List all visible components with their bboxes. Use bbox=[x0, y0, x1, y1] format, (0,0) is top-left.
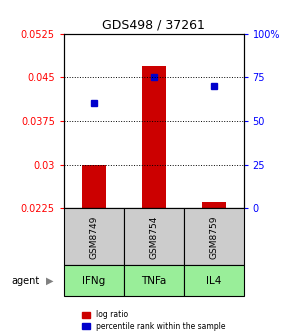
Text: GSM8754: GSM8754 bbox=[149, 215, 158, 259]
Bar bbox=[82, 165, 106, 208]
Text: agent: agent bbox=[12, 276, 40, 286]
Text: GSM8759: GSM8759 bbox=[209, 215, 218, 259]
Text: GSM8749: GSM8749 bbox=[89, 215, 98, 259]
Title: GDS498 / 37261: GDS498 / 37261 bbox=[102, 18, 205, 31]
Text: ▶: ▶ bbox=[46, 276, 54, 286]
Text: TNFa: TNFa bbox=[141, 276, 166, 286]
Bar bbox=[202, 203, 226, 208]
Bar bbox=[142, 66, 166, 208]
Legend: log ratio, percentile rank within the sample: log ratio, percentile rank within the sa… bbox=[81, 309, 227, 332]
Text: IL4: IL4 bbox=[206, 276, 221, 286]
Text: IFNg: IFNg bbox=[82, 276, 105, 286]
